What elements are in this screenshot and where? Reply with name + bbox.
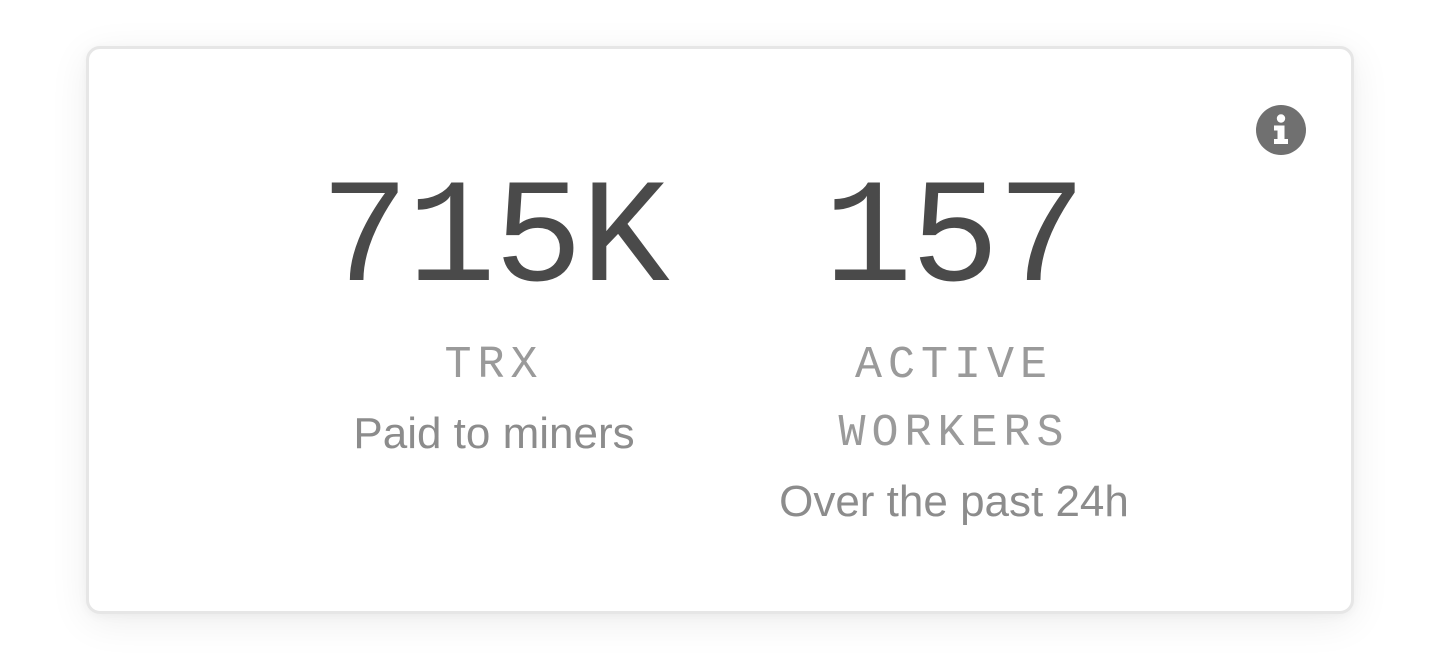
stat-unit-line: WORKERS — [838, 408, 1070, 459]
stats-card: 715K TRX Paid to miners 157 ACTIVE WORKE… — [86, 46, 1354, 614]
stat-value-workers: 157 — [823, 158, 1086, 325]
stat-unit-line: TRX — [444, 340, 544, 391]
stat-unit-line: ACTIVE — [854, 340, 1054, 391]
info-button[interactable] — [1256, 105, 1306, 155]
stat-unit-workers: ACTIVE WORKERS — [719, 332, 1189, 468]
stat-active-workers: 157 ACTIVE WORKERS Over the past 24h — [719, 167, 1189, 536]
stat-unit-trx: TRX — [269, 332, 719, 400]
stat-value-trx: 715K — [320, 158, 669, 325]
stat-caption-workers: Over the past 24h — [779, 477, 1129, 526]
info-icon — [1274, 114, 1288, 144]
stat-caption-trx: Paid to miners — [353, 409, 635, 458]
stat-trx-paid: 715K TRX Paid to miners — [269, 167, 719, 468]
